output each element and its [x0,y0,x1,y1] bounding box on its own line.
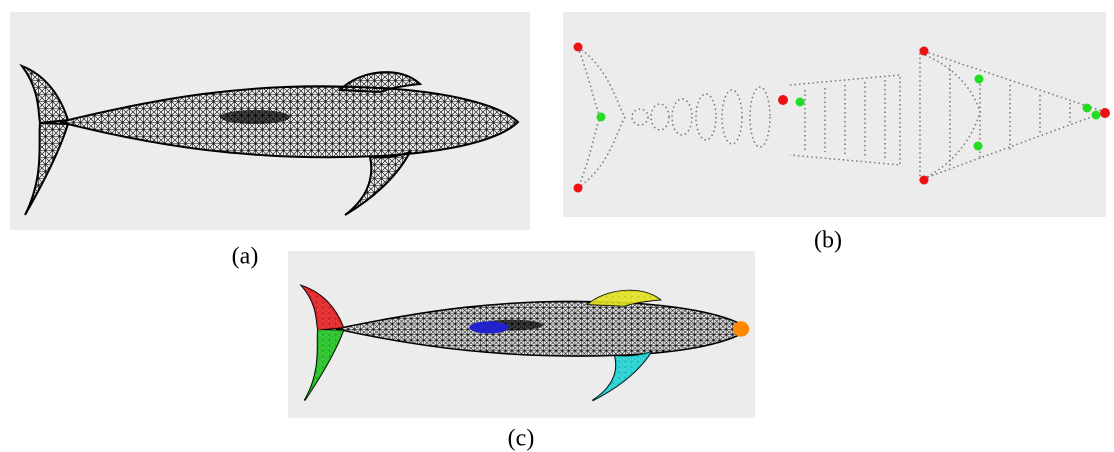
figure: (a) (b) (c) [0,0,1114,452]
caption: (b) [814,228,842,254]
panel-c [288,251,755,418]
panel-b [563,12,1110,217]
caption: (a) [232,244,259,270]
caption: (c) [508,426,535,452]
page: {"figure": {"labels": ["(a)", "(b)", "(c… [0,0,1114,452]
